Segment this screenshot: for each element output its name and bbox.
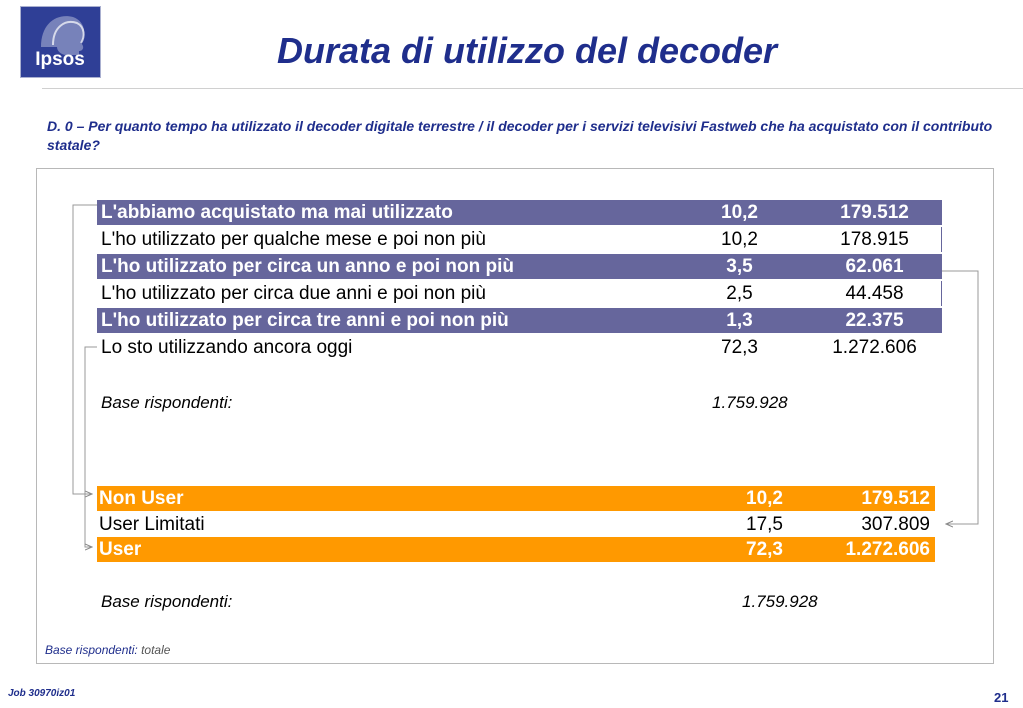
row-percent: 10,2: [746, 487, 783, 509]
page-title: Durata di utilizzo del decoder: [277, 30, 778, 71]
base-label: Base rispondenti:: [101, 592, 233, 611]
base-value: 1.759.928: [742, 592, 818, 611]
row-count: 44.458: [845, 282, 904, 304]
row-count: 1.272.606: [845, 538, 930, 560]
table-row: L'ho utilizzato per circa un anno e poi …: [97, 254, 942, 279]
content-panel: [36, 168, 994, 664]
row-count: 179.512: [840, 201, 909, 223]
row-label: L'ho utilizzato per qualche mese e poi n…: [101, 228, 486, 250]
row-percent: 72,3: [746, 538, 783, 560]
row-percent: 72,3: [721, 336, 758, 358]
row-count: 179.512: [861, 487, 930, 509]
row-label: L'ho utilizzato per circa tre anni e poi…: [101, 309, 509, 331]
question-text: D. 0 – Per quanto tempo ha utilizzato il…: [47, 118, 993, 153]
table-row: L'ho utilizzato per qualche mese e poi n…: [97, 227, 942, 252]
row-label: Lo sto utilizzando ancora oggi: [101, 336, 353, 358]
logo-text: Ipsos: [35, 49, 85, 70]
row-label: User Limitati: [99, 513, 205, 535]
footnote-label: Base rispondenti:: [45, 643, 138, 657]
row-percent: 1,3: [726, 309, 753, 331]
job-code: Job 30970iz01: [8, 688, 76, 699]
table-row: L'ho utilizzato per circa tre anni e poi…: [97, 308, 942, 333]
row-count: 62.061: [845, 255, 904, 277]
table-row: Lo sto utilizzando ancora oggi 72,3 1.27…: [97, 335, 942, 360]
table-row: L'ho utilizzato per circa due anni e poi…: [97, 281, 942, 306]
row-label: L'abbiamo acquistato ma mai utilizzato: [101, 201, 453, 223]
title-divider: [42, 88, 1023, 89]
row-count: 22.375: [845, 309, 904, 331]
row-count: 178.915: [840, 228, 909, 250]
base-value: 1.759.928: [712, 393, 788, 412]
table-row: L'abbiamo acquistato ma mai utilizzato 1…: [97, 200, 942, 225]
table-row: Non User 10,2 179.512: [97, 486, 935, 511]
row-percent: 17,5: [746, 513, 783, 535]
row-percent: 10,2: [721, 228, 758, 250]
footnote-value: totale: [141, 643, 171, 657]
footnote: Base rispondenti: totale: [45, 643, 170, 657]
face-silhouette-icon: [41, 16, 85, 55]
table-row: User 72,3 1.272.606: [97, 537, 935, 562]
row-percent: 3,5: [726, 255, 753, 277]
row-label: User: [99, 538, 142, 560]
row-percent: 2,5: [726, 282, 753, 304]
row-label: L'ho utilizzato per circa due anni e poi…: [101, 282, 486, 304]
row-count: 307.809: [861, 513, 930, 535]
row-label: Non User: [99, 487, 184, 509]
row-count: 1.272.606: [832, 336, 917, 358]
row-percent: 10,2: [721, 201, 758, 223]
base-label: Base rispondenti:: [101, 393, 233, 412]
row-label: L'ho utilizzato per circa un anno e poi …: [101, 255, 515, 277]
table-row: User Limitati 17,5 307.809: [97, 512, 935, 537]
ipsos-logo: Ipsos: [20, 6, 101, 78]
page-number: 21: [994, 690, 1009, 705]
